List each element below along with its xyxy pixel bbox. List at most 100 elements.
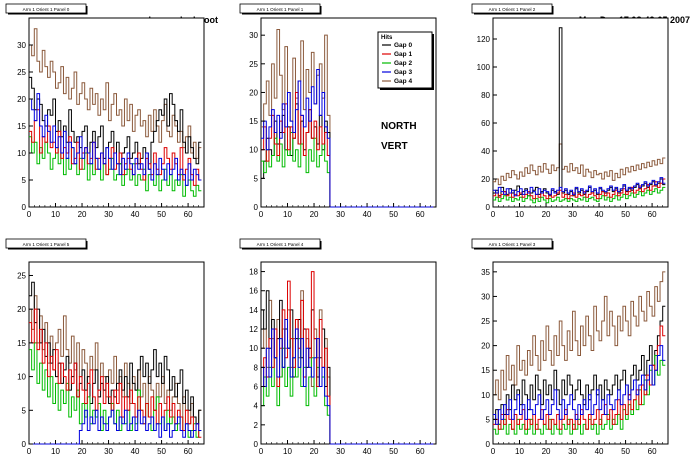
x-tick-label: 20 (78, 447, 87, 456)
legend-entry-label: Gap 3 (394, 69, 412, 76)
panel-title: Arm 1 Orient 1 Panel 2 (489, 7, 536, 12)
y-tick-label: 12 (249, 325, 258, 334)
x-tick-label: 40 (363, 210, 372, 219)
y-tick-label: 40 (481, 147, 490, 156)
y-tick-label: 25 (249, 60, 258, 69)
panel-title: Arm 1 Orient 1 Panel 0 (23, 7, 70, 12)
panel-title-box: Arm 1 Orient 1 Panel 4 (239, 238, 322, 250)
annotation-north: NORTH (381, 121, 417, 132)
panel-title-box: Arm 1 Orient 1 Panel 0 (5, 3, 88, 15)
x-tick-label: 10 (515, 210, 524, 219)
x-tick-label: 50 (621, 210, 630, 219)
x-tick-label: 60 (648, 210, 657, 219)
y-tick-label: 18 (249, 268, 258, 277)
legend-shadow-bottom (380, 88, 434, 90)
y-tick-label: 0 (254, 203, 259, 212)
x-tick-label: 30 (568, 210, 577, 219)
panel-title: Arm 1 Orient 1 Panel 4 (257, 242, 304, 247)
y-tick-label: 35 (481, 268, 490, 277)
x-tick-label: 50 (157, 447, 166, 456)
panel-title-shadow (320, 6, 322, 15)
panel-title-shadow (474, 13, 554, 15)
x-tick-label: 0 (491, 210, 496, 219)
panel-title: Arm 1 Orient 1 Panel 3 (489, 242, 536, 247)
x-tick-label: 50 (157, 210, 166, 219)
y-tick-label: 25 (481, 317, 490, 326)
x-tick-label: 40 (595, 447, 604, 456)
series-gap-3-line (493, 345, 666, 425)
y-tick-label: 15 (481, 366, 490, 375)
x-tick-label: 30 (336, 210, 345, 219)
series-gap-0-line (493, 305, 666, 425)
panel-4: 0 10 20 30 40 50 60 0 2 4 6 8 10 12 14 16 18 Arm 1 Orient… (239, 238, 437, 456)
legend-shadow-right (432, 34, 434, 90)
series-gap-2-line (493, 354, 666, 435)
panel-title-box: Arm 1 Orient 1 Panel 2 (471, 3, 554, 15)
legend-title: Hits (381, 35, 393, 41)
y-tick-label: 60 (481, 119, 490, 128)
y-tick-label: 20 (17, 305, 26, 314)
panel-2: 0 10 20 30 40 50 60 0 20 40 60 80 100 120 Arm 1 Orient… (471, 3, 669, 219)
series-gap-1-line (29, 308, 202, 438)
y-tick-label: 5 (254, 174, 259, 183)
x-tick-label: 0 (491, 447, 496, 456)
x-tick-label: 30 (104, 447, 113, 456)
series-gap-3-line (29, 93, 202, 186)
panel-title-shadow (86, 241, 88, 250)
series-gap-4-line (29, 28, 202, 159)
panel-title-box: Arm 1 Orient 1 Panel 5 (5, 238, 88, 250)
y-tick-label: 20 (249, 88, 258, 97)
panel-3: 0 10 20 30 40 50 60 0 5 10 15 20 25 30 35 Arm 1 Orient … (471, 238, 669, 456)
x-tick-label: 50 (389, 210, 398, 219)
panel-title-shadow (8, 248, 88, 250)
x-tick-label: 60 (184, 447, 193, 456)
panel-1: 0 10 20 30 40 50 60 0 5 10 15 20 25 30 Arm 1 Orient 1 … (239, 3, 437, 219)
panel-title: Arm 1 Orient 1 Panel 1 (257, 7, 304, 12)
y-tick-label: 14 (249, 306, 258, 315)
x-tick-label: 30 (336, 447, 345, 456)
x-tick-label: 20 (78, 210, 87, 219)
x-tick-label: 40 (595, 210, 604, 219)
y-tick-label: 4 (254, 402, 259, 411)
y-tick-label: 0 (254, 440, 259, 449)
panel-title-shadow (552, 6, 554, 15)
x-tick-label: 10 (51, 210, 60, 219)
series-gap-4-line (493, 271, 666, 401)
y-tick-label: 15 (17, 122, 26, 131)
y-tick-label: 20 (481, 175, 490, 184)
x-tick-label: 60 (416, 447, 425, 456)
x-tick-label: 30 (104, 210, 113, 219)
panel-title-box: Arm 1 Orient 1 Panel 1 (239, 3, 322, 15)
x-tick-label: 20 (542, 447, 551, 456)
panel-title-shadow (320, 241, 322, 250)
x-tick-label: 40 (131, 447, 140, 456)
y-tick-label: 10 (481, 391, 490, 400)
y-tick-label: 6 (254, 383, 259, 392)
x-tick-label: 0 (27, 210, 32, 219)
series-gap-2-line (29, 136, 202, 197)
y-tick-label: 20 (481, 342, 490, 351)
x-tick-label: 10 (283, 447, 292, 456)
y-tick-label: 10 (17, 373, 26, 382)
y-tick-label: 80 (481, 91, 490, 100)
x-tick-label: 10 (51, 447, 60, 456)
y-tick-label: 15 (17, 339, 26, 348)
y-tick-label: 5 (22, 176, 27, 185)
y-tick-label: 15 (249, 117, 258, 126)
series-gap-3-line (29, 409, 202, 445)
series-gap-3-line (493, 177, 666, 197)
x-tick-label: 10 (283, 210, 292, 219)
x-tick-label: 20 (310, 447, 319, 456)
y-tick-label: 30 (249, 31, 258, 40)
panel-title-shadow (242, 13, 322, 15)
y-tick-label: 5 (22, 406, 27, 415)
x-tick-label: 50 (389, 447, 398, 456)
x-tick-label: 10 (515, 447, 524, 456)
series-gap-1-line (493, 178, 666, 200)
x-tick-label: 30 (568, 447, 577, 456)
y-tick-label: 25 (17, 271, 26, 280)
y-tick-label: 16 (249, 287, 258, 296)
y-tick-label: 0 (22, 440, 27, 449)
panel-title-shadow (242, 248, 322, 250)
